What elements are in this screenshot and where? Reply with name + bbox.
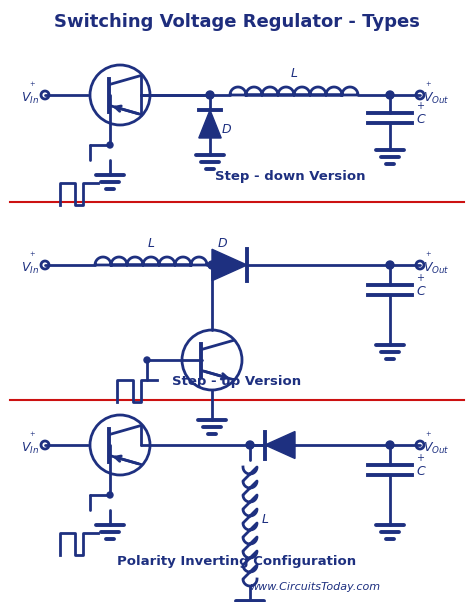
Text: $V_{In}$: $V_{In}$	[21, 441, 39, 456]
Polygon shape	[265, 432, 295, 459]
Text: Step - up Version: Step - up Version	[173, 375, 301, 388]
Text: $V_{Out}$: $V_{Out}$	[423, 441, 450, 456]
Text: Polarity Inverting Configuration: Polarity Inverting Configuration	[118, 555, 356, 568]
Text: $^+$: $^+$	[424, 431, 432, 441]
Text: +: +	[416, 101, 424, 111]
Text: D: D	[222, 123, 232, 136]
Circle shape	[246, 441, 254, 449]
Text: $V_{Out}$: $V_{Out}$	[423, 90, 450, 105]
Polygon shape	[199, 110, 221, 138]
Circle shape	[386, 261, 394, 269]
Polygon shape	[212, 249, 247, 281]
Text: C: C	[416, 285, 425, 298]
Text: $^+$: $^+$	[27, 81, 36, 91]
Text: Switching Voltage Regulator - Types: Switching Voltage Regulator - Types	[54, 13, 420, 31]
Circle shape	[144, 357, 150, 363]
Circle shape	[107, 142, 113, 148]
Text: $V_{In}$: $V_{In}$	[21, 90, 39, 105]
Text: $^+$: $^+$	[424, 251, 432, 261]
Text: L: L	[291, 67, 298, 80]
Circle shape	[107, 492, 113, 498]
Circle shape	[208, 261, 216, 269]
Text: Step - down Version: Step - down Version	[215, 170, 365, 183]
Text: $^+$: $^+$	[424, 81, 432, 91]
Text: $V_{In}$: $V_{In}$	[21, 261, 39, 276]
Text: C: C	[416, 113, 425, 126]
Circle shape	[206, 91, 214, 99]
Circle shape	[386, 441, 394, 449]
Text: C: C	[416, 465, 425, 478]
Text: L: L	[147, 237, 155, 250]
Text: +: +	[416, 273, 424, 283]
Text: www.CircuitsToday.com: www.CircuitsToday.com	[249, 582, 380, 592]
Text: L: L	[262, 513, 269, 526]
Text: +: +	[416, 453, 424, 463]
Text: D: D	[217, 237, 227, 250]
Text: $^+$: $^+$	[27, 251, 36, 261]
Circle shape	[386, 91, 394, 99]
Text: $^+$: $^+$	[27, 431, 36, 441]
Text: $V_{Out}$: $V_{Out}$	[423, 261, 450, 276]
